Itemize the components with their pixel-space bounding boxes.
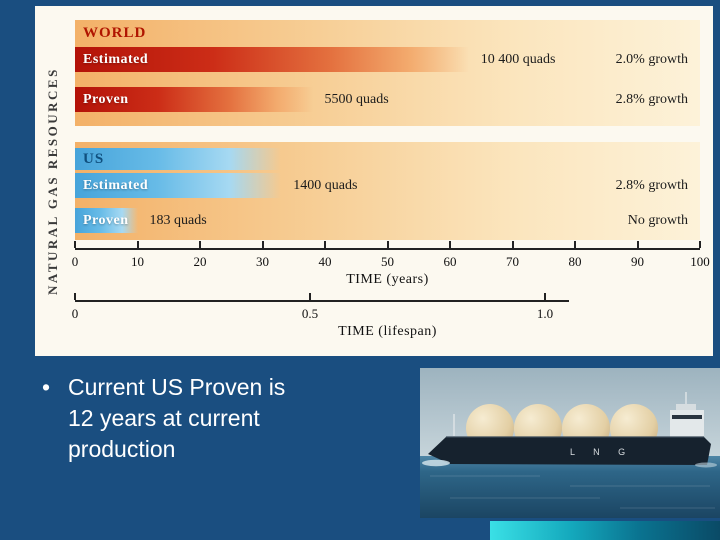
world-proven-value: 5500 quads (324, 92, 389, 107)
axis-tick-label: 10 (131, 254, 144, 269)
axis-tick-label: 0 (71, 254, 79, 269)
world-proven-bar-label: Proven (83, 92, 129, 107)
bridge-superstructure (670, 392, 704, 438)
us-proven-bar-label: Proven (83, 213, 129, 228)
axis-tick-label: 90 (631, 254, 644, 269)
sea (420, 456, 720, 518)
us-group-label: US (83, 151, 105, 167)
bullet-line: Current US Proven is (68, 374, 286, 400)
axis-tick (309, 293, 311, 300)
us-proven-row: Proven 183 quads No growth (75, 208, 700, 233)
axis-tick-label: 1.0 (536, 306, 554, 321)
lifespan-axis-line (75, 300, 569, 302)
world-group-label: WORLD (83, 25, 147, 41)
hull-text: L N G (570, 447, 633, 457)
years-axis-title: TIME (years) (346, 272, 429, 287)
axis-tick (324, 241, 326, 248)
lifespan-axis: 0 0.5 1.0 TIME (lifespan) (72, 293, 700, 339)
us-estimated-bar: Estimated (75, 173, 282, 198)
years-axis: 0 10 20 30 40 50 60 70 80 90 100 TIME (years) (72, 241, 710, 287)
axis-tick-label: 60 (443, 254, 457, 269)
world-proven-growth: 2.8% growth (615, 92, 688, 107)
world-group-panel: WORLD Estimated 10 400 quads 2.0% growth… (75, 20, 700, 126)
us-estimated-bar-label: Estimated (83, 178, 149, 193)
natural-gas-chart: NATURAL GAS RESOURCES WORLD Estimated 10… (35, 6, 713, 356)
bullet-line: production (68, 436, 176, 462)
us-group-panel: US Estimated 1400 quads 2.8% growth Prov… (75, 142, 700, 240)
axis-tick-label: 40 (318, 254, 332, 269)
bullet-line: 12 years at current (68, 405, 260, 431)
years-axis-line (75, 248, 700, 250)
us-proven-value: 183 quads (149, 213, 207, 228)
us-estimated-growth: 2.8% growth (615, 178, 688, 193)
axis-tick (199, 241, 201, 248)
world-estimated-value: 10 400 quads (480, 52, 556, 67)
lifespan-axis-title: TIME (lifespan) (338, 324, 437, 339)
axis-tick (636, 241, 639, 248)
axis-tick (511, 241, 514, 248)
axis-tick (574, 241, 576, 248)
lng-tanker-photo: L N G (420, 368, 720, 518)
bullet-lines: Current US Proven is 12 years at current… (68, 372, 285, 465)
axis-tick-label: 50 (381, 254, 394, 269)
bullet-text: • Current US Proven is 12 years at curre… (42, 372, 412, 465)
axis-tick (136, 241, 139, 248)
us-proven-bar: Proven (75, 208, 138, 233)
axis-tick (449, 241, 451, 248)
lng-tanker-illustration: L N G (420, 368, 720, 518)
world-proven-bar: Proven (75, 87, 313, 112)
world-estimated-row: Estimated 10 400 quads 2.0% growth (75, 47, 700, 72)
wake-foam (422, 459, 717, 509)
us-estimated-value: 1400 quads (293, 178, 358, 193)
us-group-name-bar: US (75, 148, 282, 170)
world-proven-row: Proven 5500 quads 2.8% growth (75, 87, 700, 112)
bullet-marker: • (42, 374, 51, 400)
world-estimated-bar-label: Estimated (83, 52, 149, 67)
us-estimated-row: Estimated 1400 quads 2.8% growth (75, 173, 700, 198)
ship-hull (428, 437, 711, 465)
axis-tick-label: 70 (506, 254, 519, 269)
accent-gradient-bar (490, 521, 720, 540)
axis-tick-label: 100 (690, 254, 710, 269)
axis-tick-label: 30 (256, 254, 269, 269)
axis-tick-label: 80 (568, 254, 582, 269)
world-estimated-growth: 2.0% growth (615, 52, 688, 67)
axis-tick (261, 241, 264, 248)
axis-tick (544, 293, 546, 300)
axis-tick (74, 293, 76, 300)
axis-tick (74, 241, 76, 248)
axis-tick (386, 241, 389, 248)
axis-tick (699, 241, 701, 248)
chart-vertical-title: NATURAL GAS RESOURCES (45, 67, 60, 295)
axis-tick-label: 0 (71, 306, 79, 321)
us-proven-growth: No growth (627, 213, 688, 228)
axis-tick-label: 0.5 (301, 306, 319, 321)
axis-tick-label: 20 (193, 254, 207, 269)
world-estimated-bar: Estimated (75, 47, 469, 72)
